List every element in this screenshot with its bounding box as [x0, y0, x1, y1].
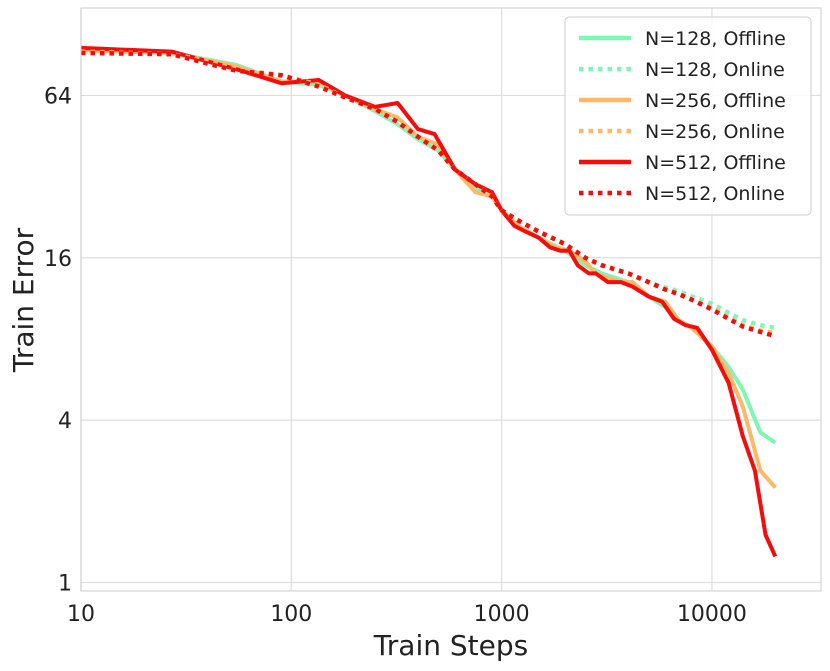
x-tick-label: 1000 [474, 602, 530, 627]
y-tick-label: 16 [44, 247, 72, 272]
legend-label: N=128, Online [645, 59, 785, 81]
legend-label: N=512, Online [645, 183, 785, 205]
y-tick-label: 4 [58, 409, 72, 434]
legend-label: N=256, Offline [645, 90, 786, 112]
x-tick-label: 10000 [677, 602, 747, 627]
series-layer [80, 45, 778, 558]
legend-label: N=128, Offline [645, 28, 786, 50]
legend-label: N=512, Offline [645, 152, 786, 174]
legend: N=128, Offline N=128, Online N=256, Offlin… [564, 16, 812, 216]
series-line-6 [80, 50, 776, 339]
y-tick-labels: 1 4 16 64 [44, 84, 72, 596]
legend-box [564, 16, 812, 216]
x-axis-label: Train Steps [373, 629, 528, 662]
y-axis-label: Train Error [7, 227, 40, 373]
legend-label: N=256, Online [645, 121, 785, 143]
y-tick-label: 64 [44, 84, 72, 109]
x-tick-labels: 10 100 1000 10000 [67, 602, 747, 627]
plot-border [80, 7, 822, 592]
x-tick-label: 10 [67, 602, 95, 627]
series-line-5 [80, 45, 778, 558]
y-tick-label: 1 [58, 572, 72, 597]
x-tick-label: 100 [270, 602, 312, 627]
